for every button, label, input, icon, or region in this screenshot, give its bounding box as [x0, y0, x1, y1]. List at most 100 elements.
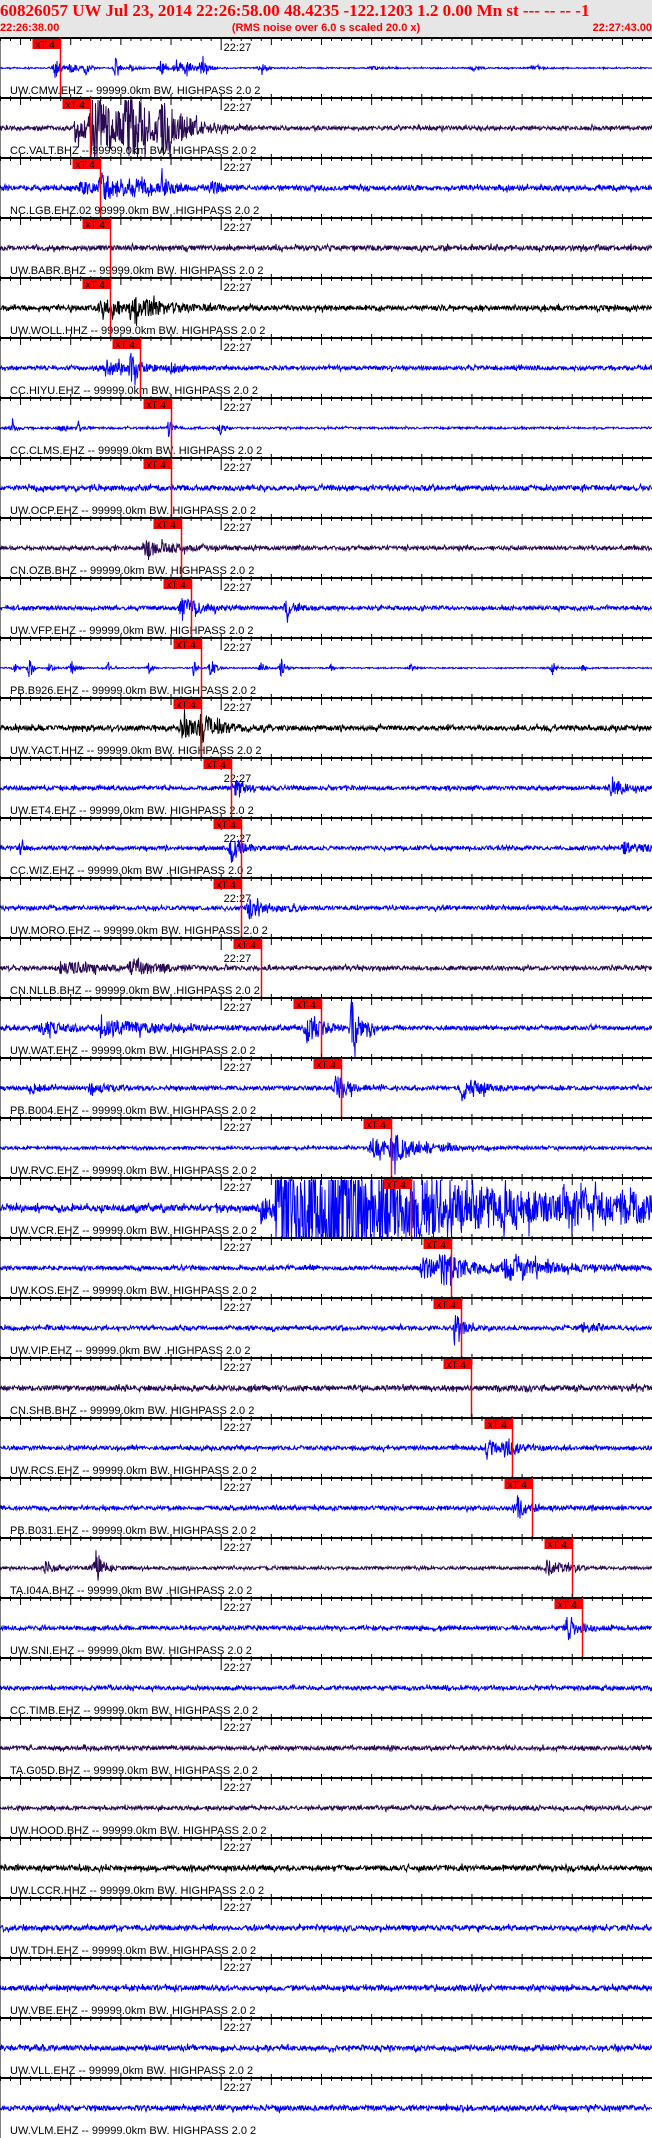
- time-tick-label: 22:27: [224, 162, 252, 174]
- waveform-trace: [0, 2103, 652, 2114]
- pick-marker-label: xT 4: [86, 220, 106, 231]
- pick-marker-label: xT 4: [217, 880, 237, 891]
- waveform-trace: [0, 1495, 652, 1519]
- station-label: PB.B004.EHZ -- 99999.0km BW. HIGHPASS 2.…: [10, 1105, 256, 1117]
- waveform-trace: [0, 776, 652, 798]
- station-label: UW.LCCR.HHZ -- 99999.0km BW. HIGHPASS 2.…: [10, 1885, 264, 1897]
- waveform-trace: [0, 658, 652, 678]
- time-tick-label: 22:27: [224, 702, 252, 714]
- pick-marker-box: [233, 939, 262, 949]
- waveform-trace: [0, 1683, 652, 1693]
- pick-marker-box: [313, 1059, 342, 1069]
- time-tick-label: 22:27: [224, 1722, 252, 1734]
- pick-marker-box: [433, 1299, 462, 1309]
- time-tick-label: 22:27: [224, 102, 252, 114]
- time-tick-label: 22:27: [224, 2022, 252, 2034]
- pick-marker-box: [143, 399, 172, 409]
- waveform-trace: [0, 1803, 652, 1813]
- waveform-trace: [0, 2043, 652, 2054]
- pick-marker-label: xT 4: [367, 1120, 387, 1131]
- pick-marker-box: [423, 1239, 452, 1249]
- pick-marker-box: [363, 1119, 392, 1129]
- station-label: UW.YACT.HHZ -- 99999.0km BW. HIGHPASS 2.…: [10, 745, 261, 757]
- waveform-trace: [0, 598, 652, 623]
- time-tick-label: 22:27: [224, 1902, 252, 1914]
- pick-marker-box: [112, 339, 141, 349]
- waveform-trace: [0, 1743, 652, 1753]
- station-label: UW.VBE.EHZ -- 99999.0km BW. HIGHPASS 2.0…: [10, 2005, 256, 2017]
- waveform-trace: [0, 1922, 652, 1934]
- pick-marker-box: [163, 579, 192, 589]
- pick-marker-label: xT 4: [167, 580, 187, 591]
- pick-marker-label: xT 4: [147, 400, 167, 411]
- pick-marker-label: xT 4: [76, 160, 96, 171]
- pick-marker-box: [554, 1599, 583, 1609]
- pick-marker-label: xT 4: [177, 700, 197, 711]
- time-tick-label: 22:27: [224, 1542, 252, 1554]
- pick-marker-box: [173, 699, 202, 709]
- pick-marker-box: [32, 39, 61, 49]
- time-tick-label: 22:27: [224, 1782, 252, 1794]
- time-tick-label: 22:27: [224, 1062, 252, 1074]
- time-tick-label: 22:27: [224, 1842, 252, 1854]
- waveform-trace: [0, 168, 652, 200]
- waveform-trace: [0, 418, 652, 438]
- waveform-trace: [0, 1315, 652, 1346]
- pick-marker-label: xT 4: [66, 100, 86, 111]
- pick-marker-label: xT 4: [488, 1420, 508, 1431]
- pick-marker-label: xT 4: [237, 940, 257, 951]
- pick-marker-label: xT 4: [36, 40, 56, 51]
- pick-marker-box: [213, 819, 242, 829]
- pick-marker-box: [443, 1359, 472, 1369]
- pick-marker-label: xT 4: [207, 760, 227, 771]
- pick-marker-box: [504, 1479, 533, 1489]
- station-label: UW.OCP.EHZ -- 99999.0km BW. HIGHPASS 2.0…: [10, 505, 256, 517]
- station-label: TA.G05D.BHZ -- 99999.0km BW. HIGHPASS 2.…: [10, 1765, 258, 1777]
- pick-marker-label: xT 4: [447, 1360, 467, 1371]
- waveform-trace: [0, 1253, 652, 1286]
- station-label: UW.VFP.EHZ -- 99999.0km BW. HIGHPASS 2.0…: [10, 625, 254, 637]
- time-tick-label: 22:27: [224, 522, 252, 534]
- station-label: CC.VALT.BHZ -- 99999.0km BW. HIGHPASS 2.…: [10, 145, 256, 157]
- pick-marker-label: xT 4: [317, 1060, 337, 1071]
- waveform-trace: [0, 1383, 652, 1393]
- station-label: UW.VLM.EHZ -- 99999.0km BW. HIGHPASS 2.0…: [10, 2125, 256, 2137]
- station-label: UW.HOOD.BHZ -- 99999.0km BW. HIGHPASS 2.…: [10, 1825, 267, 1837]
- waveform-trace: [0, 295, 652, 326]
- waveform-trace: [0, 98, 652, 158]
- end-time: 22:27:43.00: [592, 22, 652, 34]
- time-tick-label: 22:27: [224, 953, 252, 965]
- station-label: UW.VIP.EHZ -- 99999.0km BW .HIGHPASS 2.0…: [10, 1345, 250, 1357]
- time-tick-label: 22:27: [224, 833, 252, 845]
- waveform-trace: [0, 1983, 652, 1993]
- waveform-trace: [0, 352, 652, 386]
- pick-marker-label: xT 4: [558, 1600, 578, 1611]
- waveform-trace: [0, 482, 652, 493]
- pick-marker-box: [143, 459, 172, 469]
- pick-marker-box: [72, 159, 101, 169]
- station-label: UW.CMW.EHZ -- 99999.0km BW. HIGHPASS 2.0…: [10, 85, 260, 97]
- time-tick-label: 22:27: [224, 222, 252, 234]
- pick-marker-label: xT 4: [387, 1180, 407, 1191]
- pick-marker-box: [383, 1179, 412, 1189]
- station-label: UW.RVC.EHZ -- 99999.0km BW. HIGHPASS 2.0…: [10, 1165, 257, 1177]
- pick-marker-box: [213, 879, 242, 889]
- waveform-trace: [0, 55, 652, 78]
- time-tick-label: 22:27: [224, 582, 252, 594]
- time-tick-label: 22:27: [224, 462, 252, 474]
- start-time: 22:26:38.00: [0, 22, 60, 34]
- time-tick-label: 22:27: [224, 402, 252, 414]
- waveform-trace: [0, 1134, 652, 1175]
- pick-marker-box: [82, 279, 111, 289]
- pick-marker-label: xT 4: [297, 1000, 317, 1011]
- waveform-trace: [0, 839, 652, 863]
- station-label: CC.WIZ.EHZ -- 99999.0km BW .HIGHPASS 2.0…: [10, 865, 252, 877]
- station-label: UW.TDH.EHZ -- 99999.0km BW. HIGHPASS 2.0…: [10, 1945, 256, 1957]
- time-tick-label: 22:27: [224, 42, 252, 54]
- station-label: CN.OZB.BHZ -- 99999.0km BW. HIGHPASS 2.0…: [10, 565, 254, 577]
- station-label: UW.RCS.EHZ -- 99999.0km BW. HIGHPASS 2.0…: [10, 1465, 257, 1477]
- waveform-trace: [0, 1438, 652, 1460]
- time-tick-label: 22:27: [224, 773, 252, 785]
- time-tick-label: 22:27: [224, 1482, 252, 1494]
- time-tick-label: 22:27: [224, 1122, 252, 1134]
